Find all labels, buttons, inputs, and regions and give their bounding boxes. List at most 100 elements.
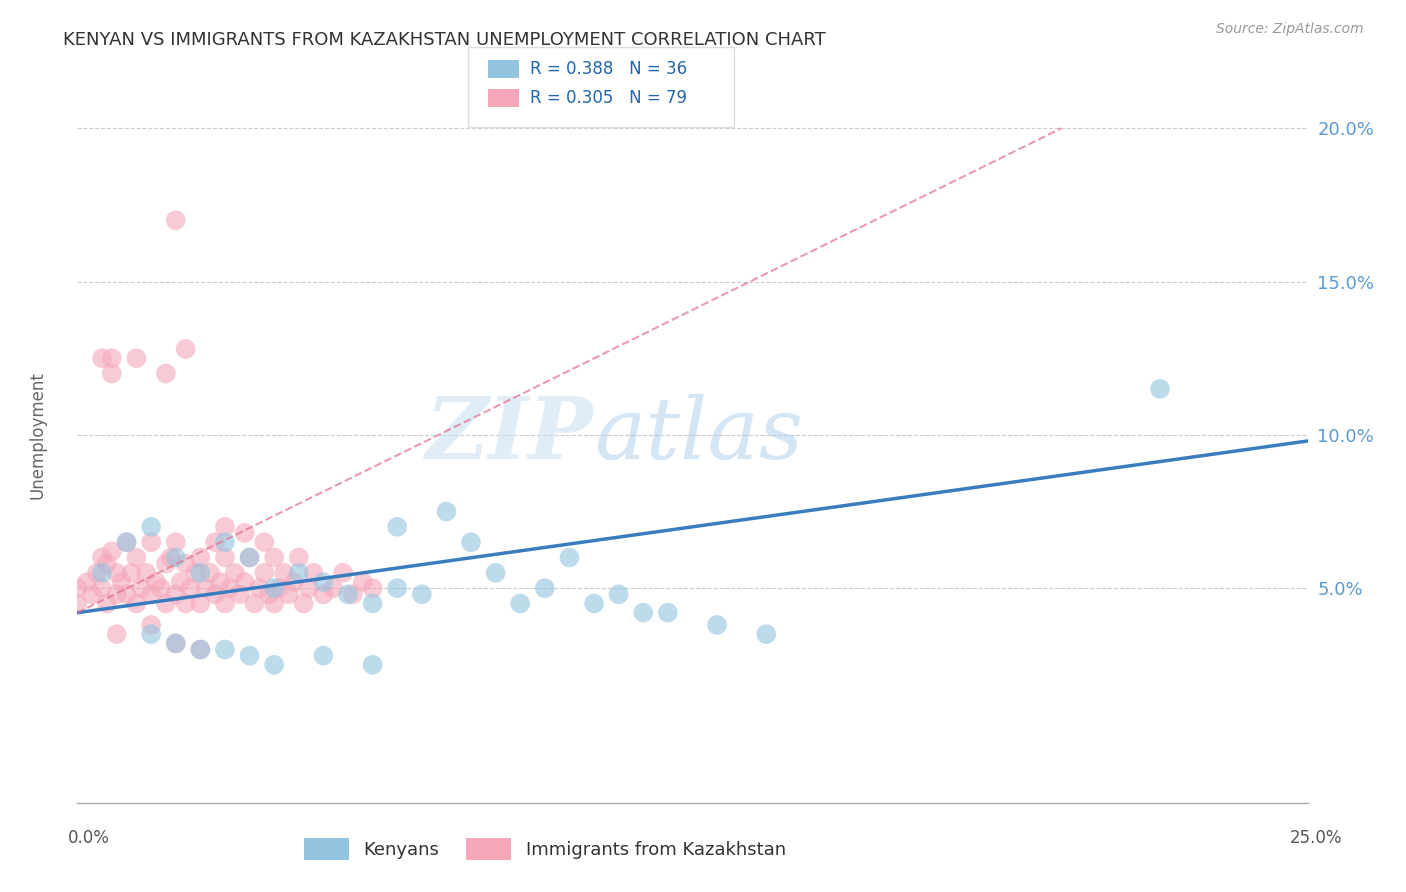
Text: KENYAN VS IMMIGRANTS FROM KAZAKHSTAN UNEMPLOYMENT CORRELATION CHART: KENYAN VS IMMIGRANTS FROM KAZAKHSTAN UNE… <box>63 31 825 49</box>
Point <box>96 597 118 611</box>
Point <box>105 587 128 601</box>
Point <box>228 587 252 601</box>
Point <box>273 566 295 580</box>
Point <box>361 597 384 611</box>
Point <box>239 550 262 565</box>
Point <box>269 581 291 595</box>
Point <box>288 550 311 565</box>
Text: R = 0.305   N = 79: R = 0.305 N = 79 <box>530 89 688 107</box>
Point <box>385 520 409 534</box>
Point <box>145 574 167 589</box>
Point <box>165 636 187 650</box>
Point <box>184 566 207 580</box>
Point <box>170 574 193 589</box>
Point <box>101 351 124 366</box>
Point <box>460 535 482 549</box>
Point <box>141 627 163 641</box>
Point <box>352 574 374 589</box>
Point <box>706 618 728 632</box>
Point <box>150 581 173 595</box>
Point <box>180 581 202 595</box>
Point <box>155 367 177 381</box>
Point <box>755 627 778 641</box>
Point <box>141 535 163 549</box>
Point <box>607 587 630 601</box>
Point <box>233 525 256 540</box>
Text: atlas: atlas <box>595 393 803 476</box>
Point <box>1149 382 1171 396</box>
Point <box>101 367 124 381</box>
Point <box>233 574 256 589</box>
Text: 25.0%: 25.0% <box>1291 829 1343 847</box>
Point <box>243 597 266 611</box>
Point <box>259 587 281 601</box>
Point <box>534 581 557 595</box>
Point <box>200 566 222 580</box>
Point <box>342 587 364 601</box>
Point <box>509 597 531 611</box>
Point <box>263 550 285 565</box>
Point <box>141 618 163 632</box>
Point <box>105 566 128 580</box>
Point <box>111 574 132 589</box>
Point <box>105 627 128 641</box>
Point <box>302 566 325 580</box>
Point <box>485 566 508 580</box>
Point <box>115 535 138 549</box>
Point <box>165 587 187 601</box>
Point <box>188 642 212 657</box>
Point <box>86 566 108 580</box>
Point <box>125 550 148 565</box>
Point <box>125 597 148 611</box>
Point <box>239 550 262 565</box>
Point <box>194 581 217 595</box>
Point <box>312 574 335 589</box>
Text: 0.0%: 0.0% <box>67 829 110 847</box>
Point <box>174 342 197 356</box>
Point <box>66 581 89 595</box>
Text: ZIP: ZIP <box>426 393 595 476</box>
Point <box>129 581 153 595</box>
Point <box>155 557 177 571</box>
Point <box>209 574 232 589</box>
Point <box>188 550 212 565</box>
Point <box>249 581 271 595</box>
Point <box>558 550 581 565</box>
Point <box>361 581 384 595</box>
Point <box>361 657 384 672</box>
Text: R = 0.388   N = 36: R = 0.388 N = 36 <box>530 60 688 78</box>
Point <box>657 606 679 620</box>
Point <box>292 597 315 611</box>
Point <box>165 213 187 227</box>
Point <box>174 597 197 611</box>
Point <box>214 535 236 549</box>
Point <box>188 642 212 657</box>
Point <box>219 581 242 595</box>
Point <box>155 597 177 611</box>
Point <box>214 520 236 534</box>
Point <box>278 587 301 601</box>
Point <box>165 535 187 549</box>
Point <box>322 581 344 595</box>
Point <box>288 566 311 580</box>
Legend: Kenyans, Immigrants from Kazakhstan: Kenyans, Immigrants from Kazakhstan <box>297 830 793 867</box>
Point <box>239 648 262 663</box>
Point <box>96 557 118 571</box>
Point <box>125 351 148 366</box>
Point <box>90 550 114 565</box>
Point <box>115 535 138 549</box>
Point <box>90 351 114 366</box>
Point <box>82 587 104 601</box>
Point <box>583 597 606 611</box>
Point <box>174 557 197 571</box>
Point <box>141 587 163 601</box>
Point <box>188 566 212 580</box>
Point <box>385 581 409 595</box>
Point <box>214 597 236 611</box>
Point <box>312 587 335 601</box>
Point <box>135 566 157 580</box>
Point <box>312 648 335 663</box>
Point <box>165 550 187 565</box>
Point <box>160 550 183 565</box>
Point <box>66 597 89 611</box>
